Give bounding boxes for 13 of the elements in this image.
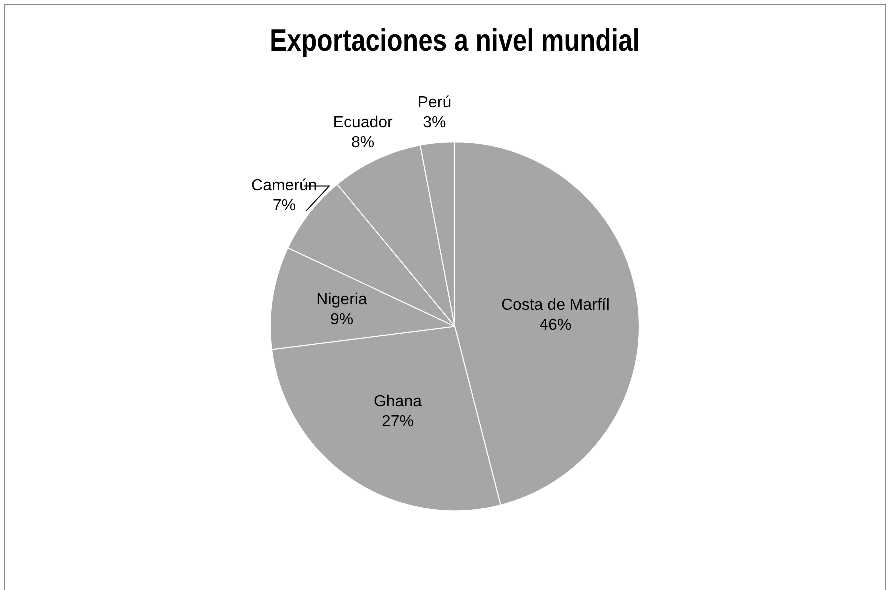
slice-label: Perú bbox=[418, 94, 452, 112]
slice-label: Nigeria bbox=[316, 292, 368, 309]
data-label: 46% bbox=[540, 316, 572, 334]
data-label: 3% bbox=[423, 114, 446, 132]
data-label: 7% bbox=[272, 197, 296, 214]
data-label: 27% bbox=[382, 414, 414, 431]
slice-label: Ecuador bbox=[333, 114, 394, 132]
slice-label: Costa de Marfíl bbox=[501, 296, 610, 314]
data-label: 8% bbox=[352, 134, 375, 152]
chart-title: Exportaciones a nivel mundial bbox=[270, 24, 640, 59]
slice-label: Camerún bbox=[252, 177, 318, 194]
slice-label: Ghana bbox=[374, 394, 422, 411]
data-label: 9% bbox=[330, 312, 354, 329]
